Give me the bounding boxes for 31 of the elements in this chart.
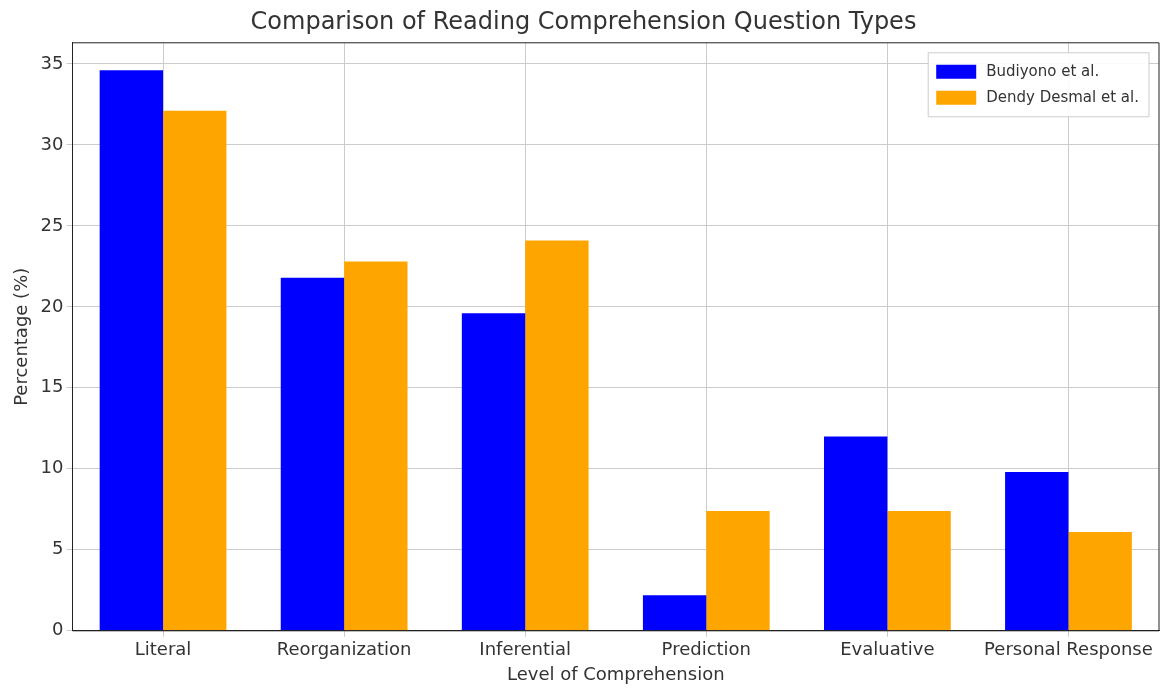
- x-tick-label: Personal Response: [984, 638, 1153, 660]
- y-tick-label: 25: [40, 213, 64, 235]
- x-axis-title: Level of Comprehension: [506, 662, 725, 684]
- x-tick-label: Literal: [134, 638, 192, 660]
- y-tick-label: 20: [40, 294, 64, 316]
- bar: [1068, 531, 1132, 631]
- y-tick-label: 10: [40, 456, 64, 478]
- bar: [99, 70, 164, 631]
- x-tick-label: Prediction: [661, 638, 751, 660]
- bar: [525, 240, 589, 631]
- legend-label: Budiyono et al.: [986, 61, 1100, 80]
- y-tick-label: 30: [40, 132, 64, 154]
- y-tick-label: 5: [52, 537, 64, 559]
- bar: [344, 261, 408, 631]
- bar: [824, 436, 888, 631]
- bar: [1005, 472, 1069, 631]
- y-tick-label: 35: [40, 51, 64, 73]
- bar: [461, 313, 526, 631]
- x-tick-label: Evaluative: [840, 638, 935, 660]
- x-tick-label: Reorganization: [276, 638, 412, 660]
- y-tick-label: 15: [40, 375, 64, 397]
- bar: [642, 595, 707, 631]
- y-tick-label: 0: [52, 618, 64, 640]
- y-axis-title: Percentage (%): [10, 267, 32, 406]
- bar: [280, 277, 345, 631]
- bar: [887, 510, 951, 631]
- bar: [706, 510, 770, 631]
- legend-label: Dendy Desmal et al.: [986, 87, 1140, 106]
- chart-title: Comparison of Reading Comprehension Question Types: [250, 6, 917, 35]
- bar: [163, 110, 227, 631]
- x-tick-label: Inferential: [479, 638, 572, 660]
